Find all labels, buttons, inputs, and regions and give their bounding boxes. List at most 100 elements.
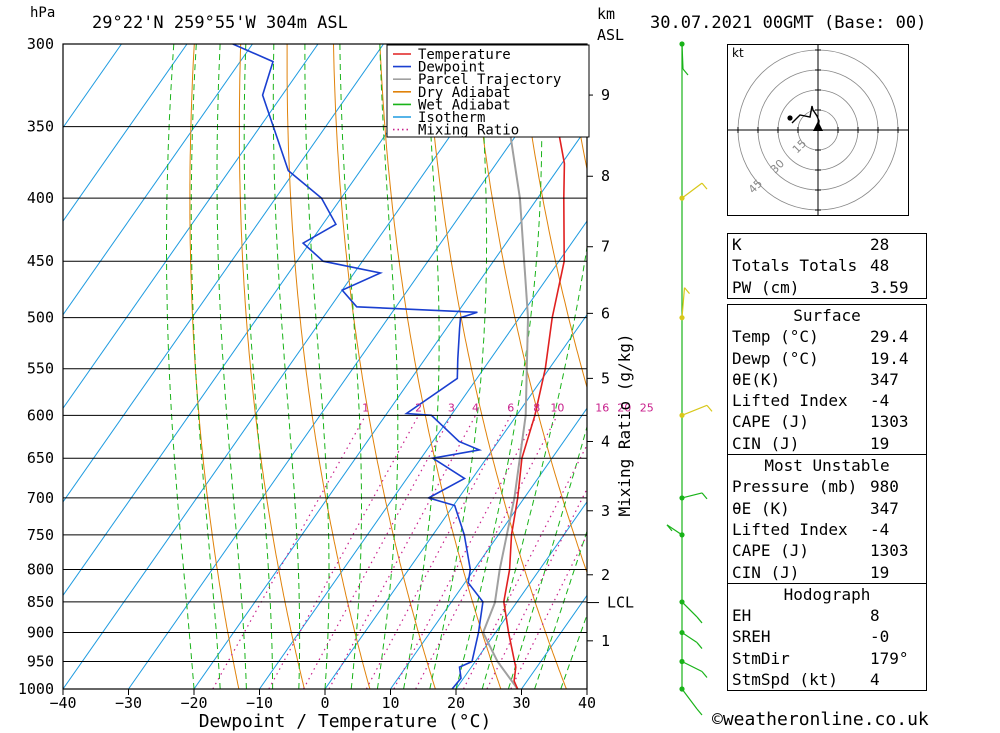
datetime-title: 30.07.2021 00GMT (Base: 00)	[650, 13, 927, 33]
pressure-tick-label: 450	[27, 252, 54, 270]
temperature-tick-label: −30	[115, 694, 142, 712]
mixing-ratio-label: 1	[362, 401, 369, 414]
isotherm-line	[324, 313, 587, 689]
surface-row: Temp (°C) 29.4	[732, 327, 909, 347]
dry-adiabat-line	[983, 44, 1000, 689]
lcl-label: LCL	[607, 594, 634, 612]
most-unstable-row: CAPE (J) 1303	[732, 541, 909, 561]
surface-row: θE(K) 347	[732, 369, 899, 389]
index-row-k: K 28	[732, 235, 890, 254]
wind-barb-flag	[696, 708, 703, 716]
most-unstable-title: Most Unstable	[764, 456, 890, 476]
pressure-tick-label: 800	[27, 560, 54, 578]
wind-barb-flag	[696, 616, 703, 624]
wet-adiabat-line	[403, 44, 440, 689]
wind-barb-flag	[706, 404, 713, 412]
height-unit-km: km	[597, 5, 616, 23]
pressure-tick-label: 950	[27, 653, 54, 671]
pressure-tick-label: 650	[27, 449, 54, 467]
surface-row: Dewp (°C) 19.4	[732, 348, 909, 368]
mixing-ratio-line	[268, 415, 420, 689]
wind-barb	[681, 182, 703, 199]
isotherm-line	[193, 126, 587, 689]
km-tick-label: 6	[601, 304, 610, 322]
isotherm-line	[455, 500, 587, 689]
pressure-tick-label: 600	[27, 406, 54, 424]
indices-table: K 28 Totals Totals 48 PW (cm) 3.59	[727, 233, 927, 299]
wind-barb	[681, 688, 698, 710]
pressure-tick-label: 550	[27, 360, 54, 378]
surface-table: Surface Temp (°C) 29.4 Dewp (°C) 19.4 θE(K…	[727, 304, 927, 692]
x-axis-label: Dewpoint / Temperature (°C)	[199, 711, 492, 732]
pressure-tick-label: 1000	[18, 680, 54, 698]
temperature-tick-label: 10	[381, 694, 399, 712]
hodograph-row: StmSpd (kt) 4	[732, 670, 880, 690]
mixing-ratio-label: 8	[533, 401, 540, 414]
index-row-totals: Totals Totals 48	[732, 256, 890, 276]
mixing-ratio-label: 6	[507, 401, 514, 414]
isotherm-line	[390, 407, 587, 689]
index-row-pw: PW (cm) 3.59	[732, 277, 909, 297]
wind-barb	[681, 660, 703, 673]
pressure-tick-label: 750	[27, 526, 54, 544]
isotherm-line	[63, 44, 188, 223]
most-unstable-row: Pressure (mb) 980	[732, 477, 899, 497]
hodograph-unit-label: kt	[732, 46, 744, 60]
surface-row: Lifted Index -4	[732, 391, 890, 411]
pressure-tick-label: 900	[27, 624, 54, 642]
temperature-tick-label: −40	[49, 694, 76, 712]
wind-barb	[681, 601, 698, 618]
most-unstable-row: Lifted Index -4	[732, 519, 890, 539]
temperature-tick-label: 20	[447, 694, 465, 712]
mixing-ratio-axis-label: Mixing Ratio (g/kg)	[615, 333, 634, 516]
wind-barb	[681, 287, 686, 318]
wind-barb	[666, 524, 683, 536]
legend-entry: Isotherm	[418, 110, 485, 126]
surface-title: Surface	[793, 306, 861, 325]
hodograph-title: Hodograph	[783, 584, 871, 604]
legend-entry: Mixing Ratio	[418, 123, 519, 139]
mixing-ratio-line	[462, 443, 587, 689]
pressure-tick-label: 350	[27, 118, 54, 136]
dry-adiabat-line	[238, 44, 305, 689]
mixing-ratio-label: 16	[595, 401, 609, 414]
wet-adiabat-line	[243, 44, 274, 689]
legend-entry: Parcel Trajectory	[418, 72, 561, 88]
pressure-unit-label: hPa	[30, 5, 56, 21]
wind-barb	[681, 632, 698, 644]
isotherm-line	[63, 44, 450, 597]
mixing-ratio-label: 3	[448, 401, 455, 414]
wet-adiabat-line	[560, 613, 587, 689]
wet-adiabat-line	[272, 44, 301, 689]
mixing-ratio-label: 25	[640, 401, 654, 414]
temperature-tick-label: 0	[320, 694, 329, 712]
km-tick-label: 5	[601, 369, 610, 387]
wind-barb-flag	[666, 524, 673, 532]
km-tick-label: 4	[601, 432, 610, 450]
isotherm-line	[63, 44, 515, 689]
pressure-tick-label: 300	[27, 35, 54, 53]
wind-barb-flag	[684, 287, 690, 295]
wet-adiabat-line	[216, 44, 247, 689]
wind-barb	[681, 43, 684, 70]
pressure-tick-label: 850	[27, 593, 54, 611]
hodograph-row: StmDir 179°	[732, 648, 909, 668]
isotherm-line	[63, 44, 122, 129]
mixing-ratio-line	[328, 415, 477, 689]
wind-barb-flag	[701, 671, 708, 678]
legend-box	[386, 44, 590, 138]
storm-motion-marker	[813, 121, 823, 131]
temperature-line	[502, 44, 566, 689]
dry-adiabat-line	[286, 44, 371, 689]
mixing-ratio-line	[415, 415, 558, 689]
dry-adiabat-line	[518, 44, 587, 390]
wet-adiabat-line	[534, 529, 587, 689]
temperature-tick-label: 40	[578, 694, 596, 712]
pressure-tick-label: 500	[27, 309, 54, 327]
wet-adiabat-line	[190, 44, 221, 689]
wet-adiabat-line	[166, 44, 195, 689]
location-title: 29°22'N 259°55'W 304m ASL	[92, 13, 348, 33]
